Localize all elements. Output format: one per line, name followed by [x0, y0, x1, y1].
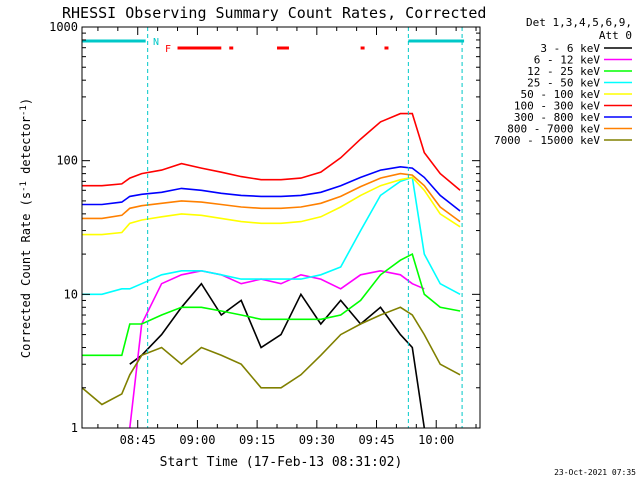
y-tick-label-0: 1 — [71, 421, 78, 435]
series-line-1 — [129, 269, 425, 429]
legend-header: Det 1,3,4,5,6,9, Att 0 — [526, 16, 632, 42]
footer-timestamp: 23-Oct-2021 07:35 — [554, 468, 636, 477]
x-tick-label-0: 08:45 — [120, 433, 156, 447]
x-tick-label-3: 09:30 — [299, 433, 335, 447]
legend-label-1: 6 - 12 keV — [534, 54, 601, 67]
y-tick-label-3: 1000 — [49, 20, 78, 34]
legend-label-7: 800 - 7000 keV — [507, 123, 600, 136]
x-axis-label: Start Time (17-Feb-13 08:31:02) — [160, 455, 403, 470]
y-tick-label-2: 100 — [56, 154, 78, 168]
series-line-5 — [82, 112, 461, 191]
legend-header-attenuator: Att 0 — [599, 29, 632, 42]
series-line-0 — [129, 282, 426, 429]
plot-frame — [81, 26, 481, 429]
y-tick-label-1: 10 — [64, 287, 78, 301]
overlay-layer: NF — [82, 27, 465, 428]
x-tick-label-4: 09:45 — [358, 433, 394, 447]
series-line-4 — [82, 176, 461, 236]
legend-label-3: 25 - 50 keV — [527, 77, 600, 90]
legend-label-5: 100 - 300 keV — [514, 100, 600, 113]
axes-layer: 08:45 09:00 09:15 09:30 09:45 10:00 1 10 100 1000 — [49, 20, 480, 447]
flag-F-label: F — [165, 44, 171, 55]
x-tick-label-2: 09:15 — [239, 433, 275, 447]
legend-label-8: 7000 - 15000 keV — [494, 134, 600, 147]
series-line-7 — [82, 172, 461, 223]
legend-header-detectors: Det 1,3,4,5,6,9, — [526, 16, 632, 29]
x-tick-label-5: 10:00 — [418, 433, 454, 447]
series-line-2 — [82, 252, 461, 357]
legend-label-0: 3 - 6 keV — [540, 42, 600, 55]
legend-label-2: 12 - 25 keV — [527, 65, 600, 78]
series-layer — [81, 112, 461, 429]
y-axis-label: Corrected Count Rate (s-1 detector-1) — [19, 98, 33, 358]
x-tick-label-1: 09:00 — [179, 433, 215, 447]
legend-label-4: 50 - 100 keV — [521, 88, 601, 101]
series-line-6 — [82, 165, 461, 212]
series-line-8 — [81, 306, 461, 406]
chart-title: RHESSI Observing Summary Count Rates, Co… — [62, 4, 486, 22]
legend-label-6: 300 - 800 keV — [514, 111, 600, 124]
flag-N-label: N — [153, 37, 159, 48]
series-line-3 — [82, 176, 461, 296]
